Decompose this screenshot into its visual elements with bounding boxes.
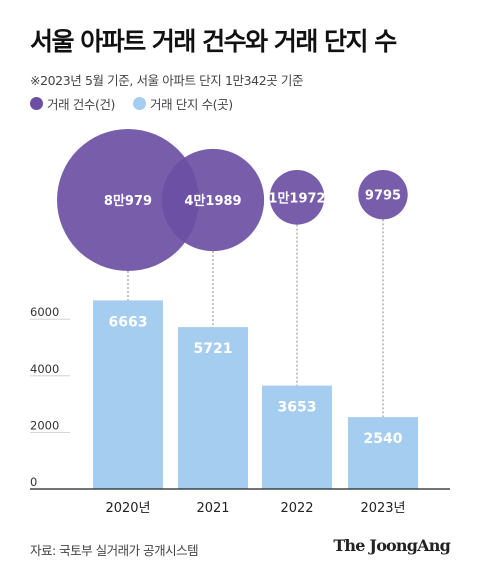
x-tick-label: 2021 [196,501,229,516]
legend-label-complexes: 거래 단지 수(곳) [150,97,233,112]
bar [348,417,418,489]
x-tick-label: 2023년 [360,501,405,516]
y-tick-label: 0 [30,475,37,489]
brand-logo: The JoongAng [333,536,450,555]
bar-value-label: 6663 [109,314,148,330]
bubble-value-label: 8만979 [104,193,152,209]
bubble-value-label: 1만1972 [268,190,325,206]
y-tick-label: 6000 [30,305,59,319]
bubble-value-label: 9795 [365,189,401,204]
bar [262,385,332,489]
legend-item-complexes: 거래 단지 수(곳) [133,94,233,113]
source-note: 자료: 국토부 실거래가 공개시스템 [30,543,199,558]
bar [178,327,248,489]
bar-value-label: 2540 [364,431,403,447]
legend-item-deals: 거래 건수(건) [30,94,115,113]
x-tick-label: 2020년 [105,501,150,516]
bar [93,300,163,489]
bubble [161,148,265,252]
x-tick-label: 2022 [280,501,313,516]
y-tick-label: 2000 [30,418,59,432]
legend: 거래 건수(건) 거래 단지 수(곳) [30,94,233,113]
bubble [358,170,408,220]
bubble-value-label: 4만1989 [184,193,241,209]
legend-label-deals: 거래 건수(건) [47,97,116,112]
bar-value-label: 3653 [278,400,317,416]
y-tick-label: 4000 [30,362,59,376]
legend-swatch-deals [30,97,43,110]
bubble [57,129,199,271]
legend-swatch-complexes [133,97,147,110]
chart-title: 서울 아파트 거래 건수와 거래 단지 수 [30,27,397,56]
bar-value-label: 5721 [194,341,233,357]
bubble [269,170,325,225]
chart-subtitle: ※2023년 5월 기준, 서울 아파트 단지 1만342곳 기준 [30,73,304,88]
